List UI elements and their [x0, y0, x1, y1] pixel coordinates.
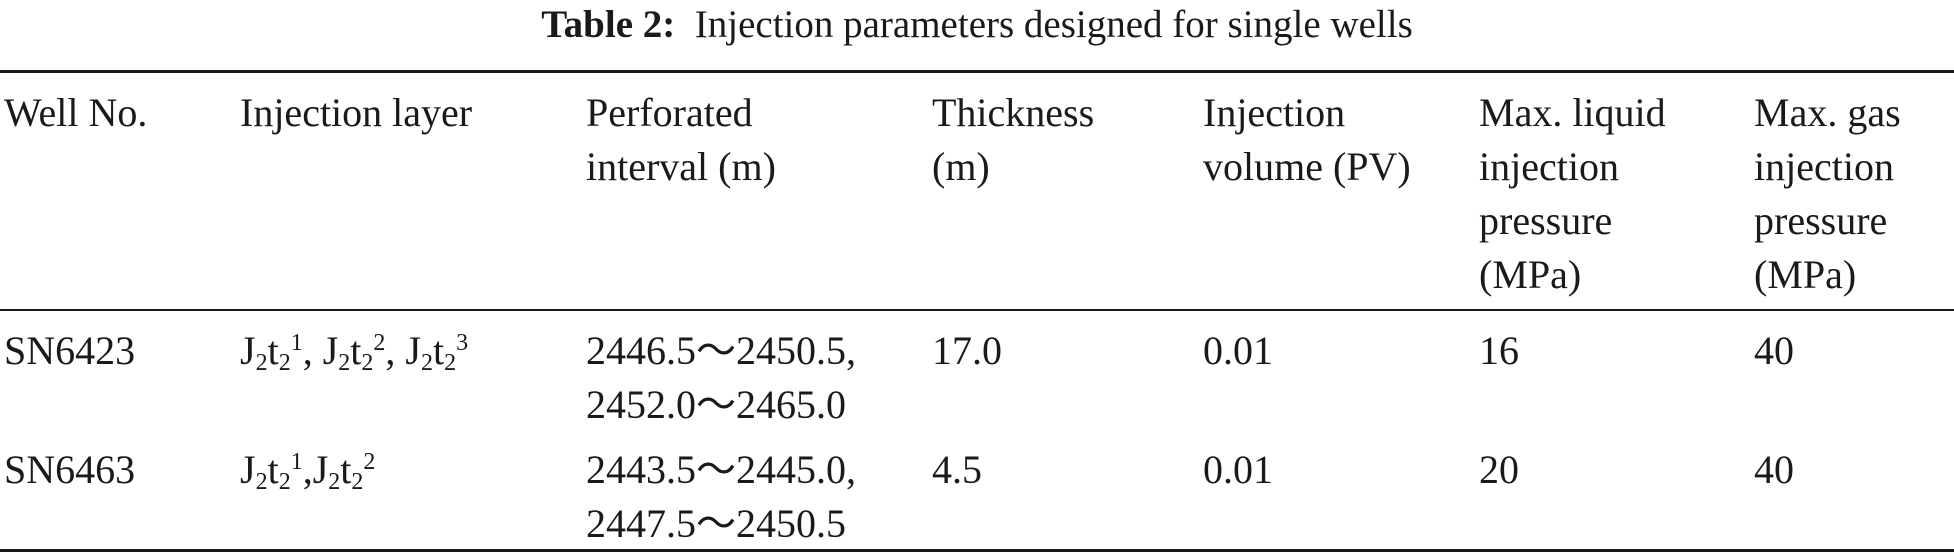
row-1-max-gas: 40 [1754, 328, 1794, 373]
layer-sup: 3 [456, 330, 469, 356]
layer-mid: t [267, 328, 279, 373]
layer-formula: J2t21 [240, 447, 303, 495]
row-2-thickness: 4.5 [932, 447, 982, 492]
layer-formula: J2t23 [405, 328, 469, 376]
layer-sup: 1 [290, 330, 303, 356]
layer-mid: t [350, 328, 362, 373]
row-2-volume: 0.01 [1203, 447, 1273, 492]
layer-base: J [405, 328, 421, 373]
row-1-thickness: 17.0 [932, 328, 1002, 373]
layer-sub: 2 [255, 469, 268, 495]
layer-separator: , [302, 447, 313, 492]
layer-sub: 2 [255, 350, 268, 376]
header-max-gas-pressure: Max. gas injection pressure (MPa) [1754, 90, 1901, 297]
bottom-rule [0, 549, 1954, 552]
row-1-volume: 0.01 [1203, 328, 1273, 373]
layer-sub: 2 [278, 469, 291, 495]
layer-base: J [240, 447, 256, 492]
table-caption: Table 2: Injection parameters designed f… [0, 2, 1954, 48]
caption-label: Table 2: [541, 3, 676, 46]
row-2-layer: J2t21,J2t22 [240, 443, 375, 497]
layer-mid: t [340, 447, 352, 492]
layer-separator: , [385, 328, 406, 373]
layer-sub: 2 [420, 350, 433, 376]
layer-formula: J2t21 [240, 328, 303, 376]
row-1-interval: 2446.5～2450.5, 2452.0～2465.0 [586, 328, 856, 427]
layer-sub: 2 [338, 350, 351, 376]
layer-formula: J2t22 [312, 447, 376, 495]
layer-sub: 2 [278, 350, 291, 376]
layer-sub: 2 [351, 469, 364, 495]
layer-base: J [312, 447, 329, 492]
row-2-max-liquid: 20 [1479, 447, 1519, 492]
row-2-well: SN6463 [4, 447, 136, 492]
layer-sup: 1 [290, 449, 303, 475]
header-injection-volume: Injection volume (PV) [1203, 90, 1411, 189]
layer-mid: t [432, 328, 445, 373]
row-2-interval: 2443.5～2445.0, 2447.5～2450.5 [586, 447, 856, 546]
layer-base: J [240, 328, 256, 373]
header-max-liquid-pressure: Max. liquid injection pressure (MPa) [1479, 90, 1666, 297]
top-rule [0, 70, 1954, 73]
layer-mid: t [267, 447, 279, 492]
layer-sup: 2 [373, 330, 386, 356]
header-rule [0, 309, 1954, 311]
row-1-layer: J2t21, J2t22, J2t23 [240, 324, 468, 378]
row-1-max-liquid: 16 [1479, 328, 1519, 373]
header-perforated-interval: Perforated interval (m) [586, 90, 776, 189]
layer-sub: 2 [361, 350, 374, 376]
layer-separator: , [302, 328, 323, 373]
row-1-well: SN6423 [4, 328, 136, 373]
header-well-no: Well No. [4, 90, 148, 135]
row-2-max-gas: 40 [1754, 447, 1794, 492]
layer-base: J [322, 328, 339, 373]
layer-sub: 2 [444, 350, 457, 376]
header-thickness: Thickness (m) [932, 90, 1095, 189]
layer-sub: 2 [328, 469, 341, 495]
caption-text: Injection parameters designed for single… [694, 3, 1413, 46]
layer-sup: 2 [363, 449, 376, 475]
layer-formula: J2t22 [322, 328, 386, 376]
header-injection-layer: Injection layer [240, 90, 473, 135]
